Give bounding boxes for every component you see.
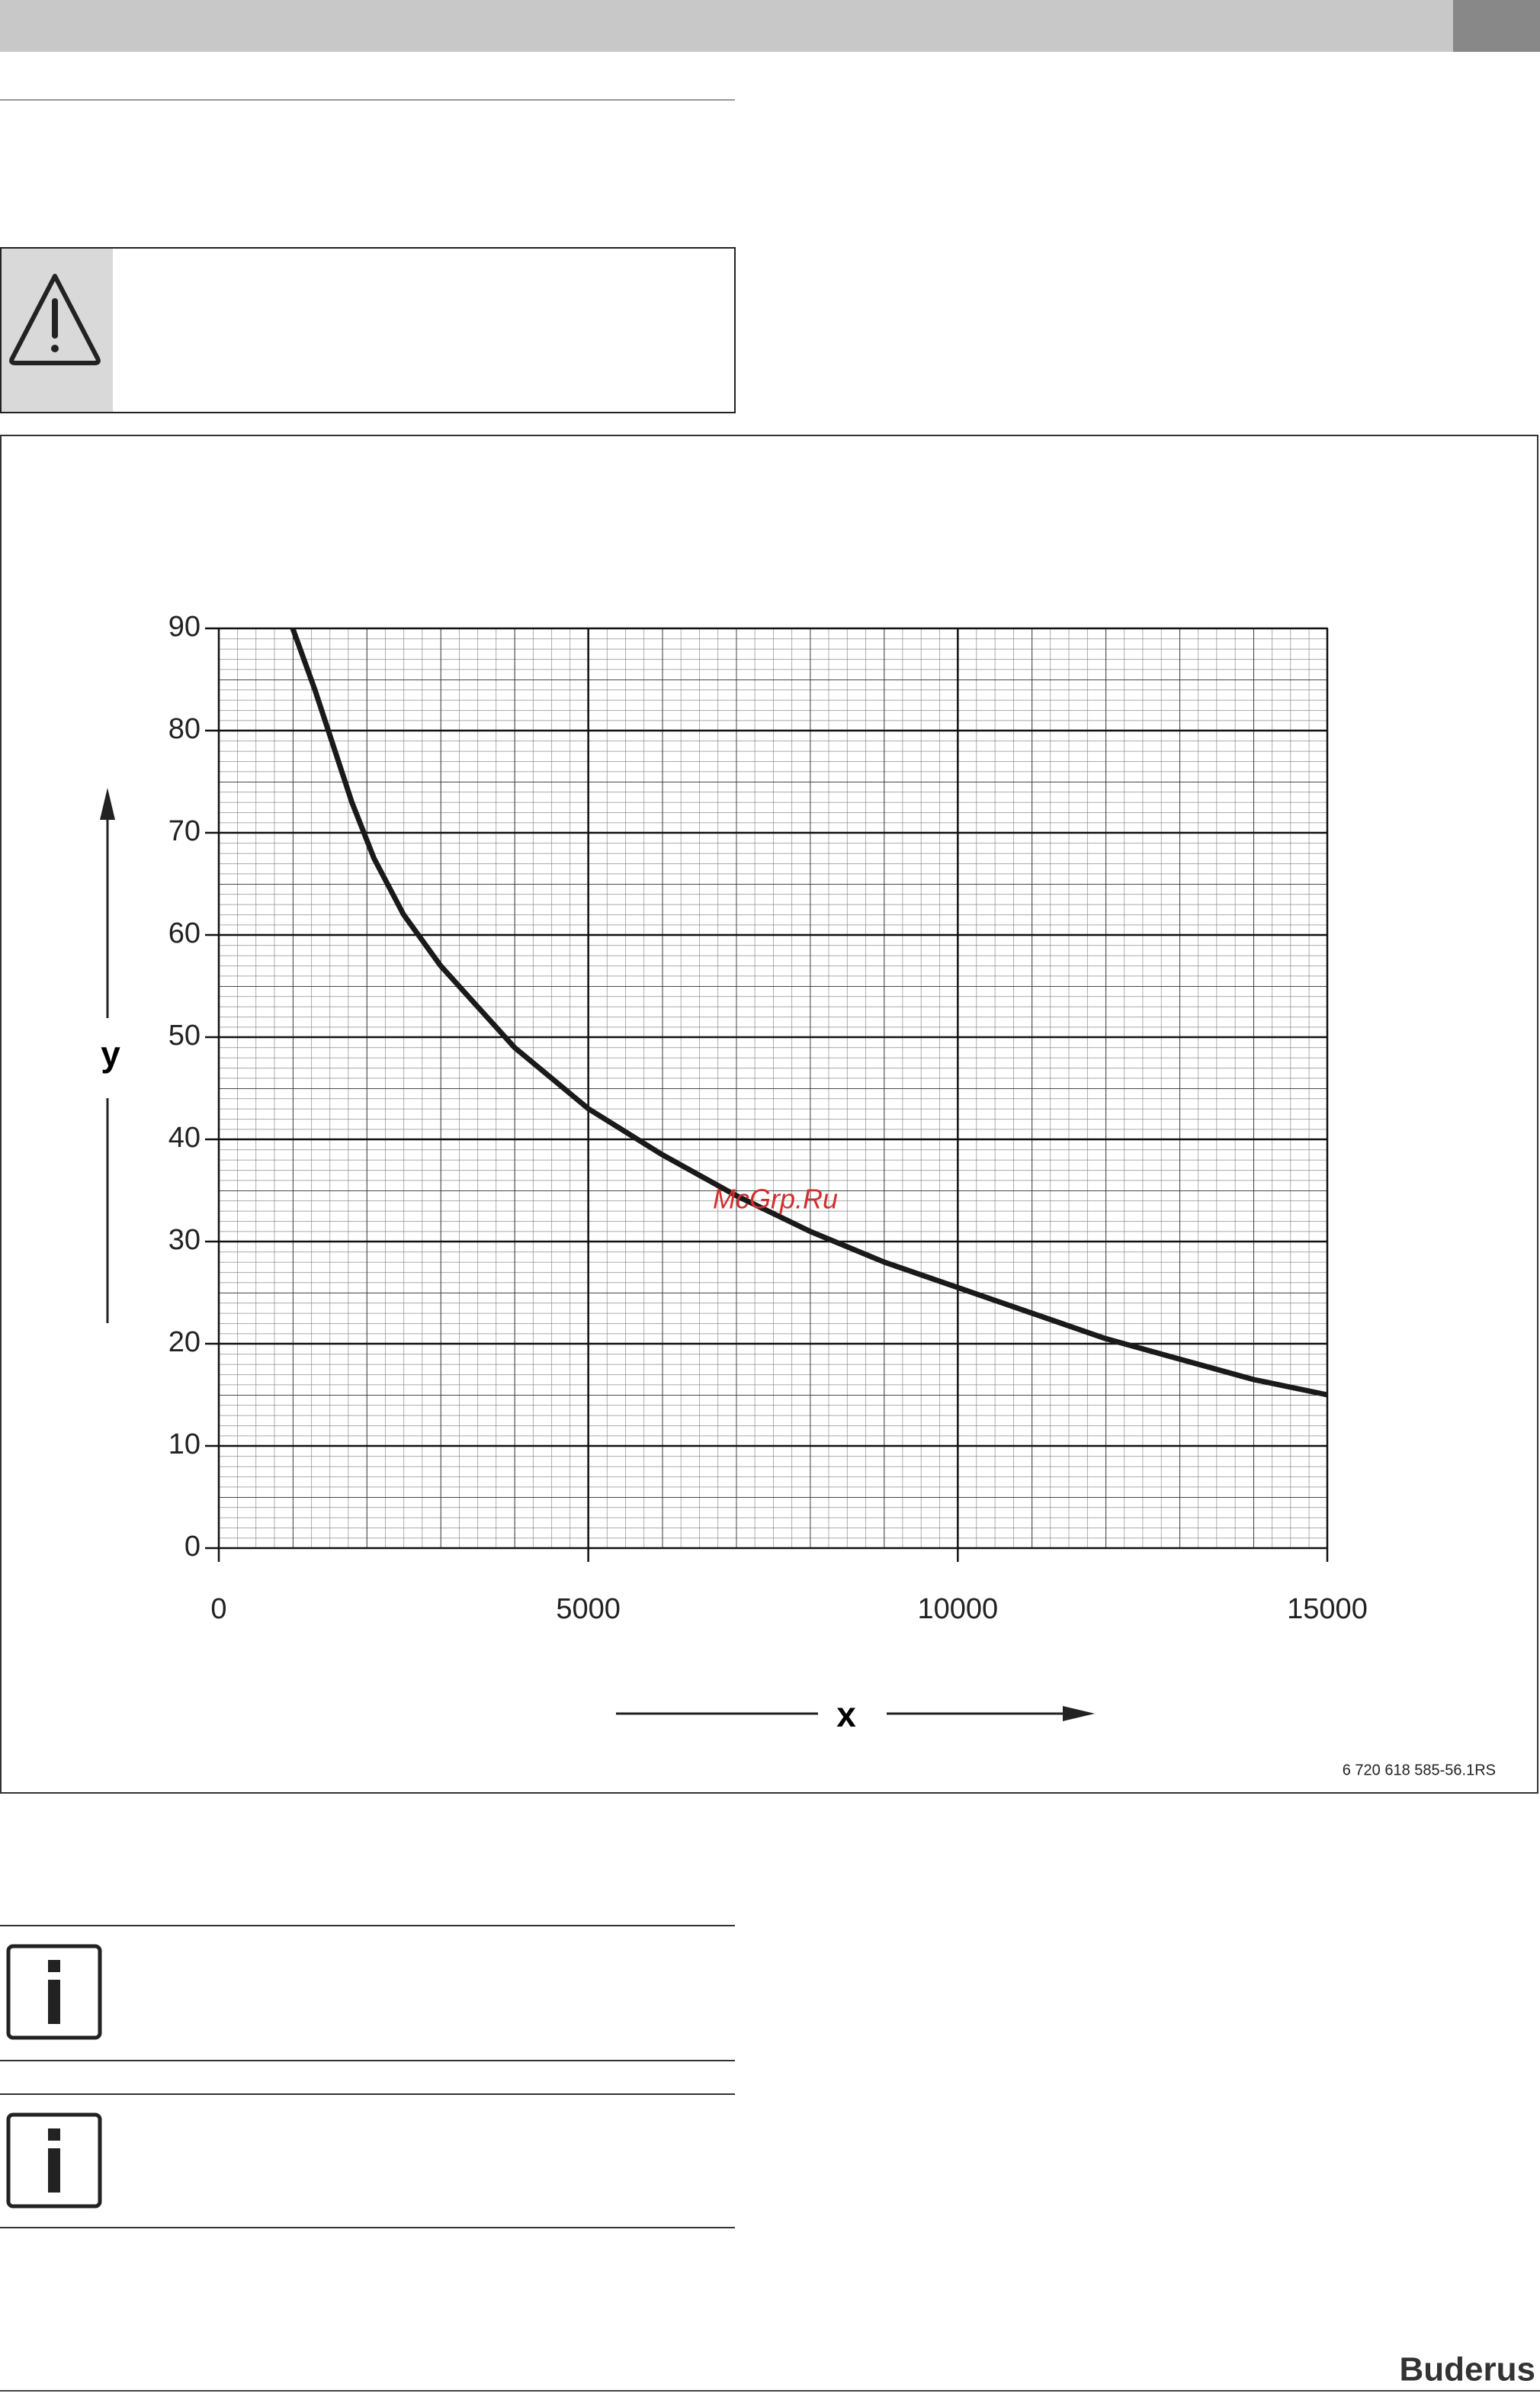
y-tick-label: 70 [168,815,201,847]
y-tick-label: 50 [168,1020,201,1052]
header-tab [1453,0,1540,52]
y-tick-label: 90 [168,611,201,643]
warning-box [0,247,736,413]
figure-frame [0,435,1538,1794]
x-tick-label: 5000 [556,1593,621,1625]
info-note [0,1925,735,2061]
y-tick-label: 0 [184,1531,201,1563]
curve [290,627,1328,1398]
watermark: McGrp.Ru [713,1184,838,1215]
header-bar [0,0,1540,52]
chart: y x 6 720 618 585-56.1RS 0 10 20 30 40 50 60 70… [100,611,1496,1778]
y-tick-label: 60 [168,917,201,949]
y-tick-label: 30 [168,1224,201,1256]
brand: Buderus [1400,2351,1535,2389]
y-arrow-head [100,788,115,820]
y-tick-label: 80 [168,713,201,745]
info-note [0,2093,735,2228]
medium-grid [219,628,1327,1548]
x-tick-label: 15000 [1287,1593,1368,1625]
x-arrow-head [1063,1706,1095,1721]
x-axis-label: x [836,1695,856,1734]
x-tick-label: 10000 [917,1593,998,1625]
y-tick-label: 10 [168,1428,201,1460]
y-tick-label: 40 [168,1122,201,1154]
figure-code: 6 720 618 585-56.1RS [1343,1762,1496,1778]
y-tick-label: 20 [168,1326,201,1358]
x-tick-label: 0 [210,1593,226,1625]
y-axis-label: y [101,1034,120,1074]
